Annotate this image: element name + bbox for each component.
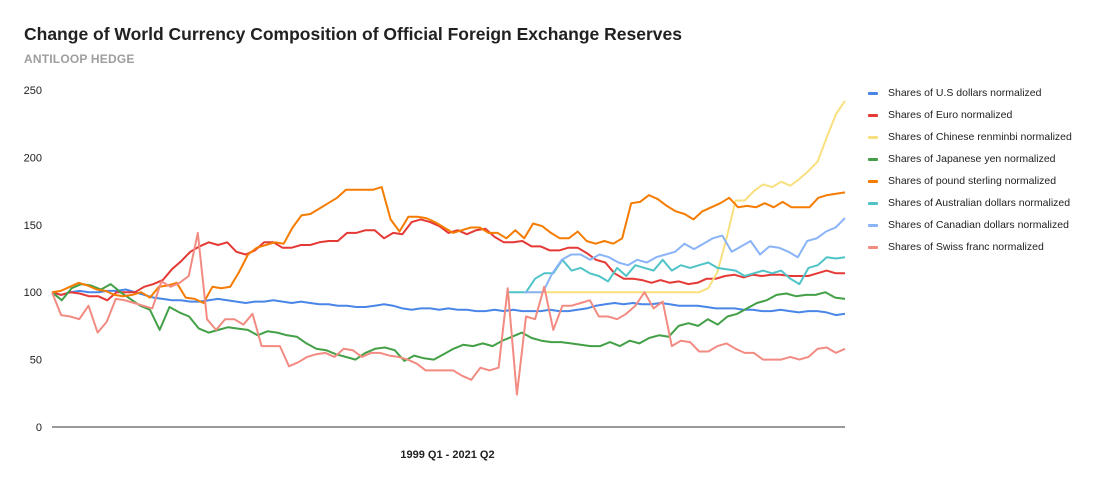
y-tick-label: 150: [24, 220, 42, 232]
legend-item: Shares of Swiss franc normalized: [868, 236, 1072, 258]
series-line-4: [51, 283, 846, 362]
legend-swatch: [868, 157, 878, 161]
series-line-8: [51, 231, 846, 396]
y-tick-label: 0: [36, 422, 42, 434]
chart-subtitle: ANTILOOP HEDGE: [24, 52, 135, 66]
legend-label: Shares of pound sterling normalized: [888, 175, 1057, 187]
legend-item: Shares of Japanese yen normalized: [868, 148, 1072, 170]
series-line-1: [51, 288, 846, 317]
legend-label: Shares of Euro normalized: [888, 109, 1013, 121]
legend-swatch: [868, 135, 878, 139]
line-chart: 0 50 100 150 200 250: [24, 85, 846, 434]
series-line-5: [51, 186, 846, 304]
x-axis-label: 1999 Q1 - 2021 Q2: [400, 449, 495, 461]
legend-swatch: [868, 201, 878, 205]
y-tick-label: 50: [30, 355, 42, 367]
legend-swatch: [868, 113, 878, 117]
series-line-2: [51, 218, 845, 302]
chart-title: Change of World Currency Composition of …: [24, 24, 682, 44]
legend-label: Shares of Chinese renminbi normalized: [888, 131, 1072, 143]
chart-legend: Shares of U.S dollars normalized Shares o…: [868, 82, 1072, 258]
y-tick-label: 200: [24, 152, 42, 164]
legend-swatch: [868, 91, 878, 95]
legend-swatch: [868, 223, 878, 227]
legend-swatch: [868, 245, 878, 249]
legend-label: Shares of Australian dollars normalized: [888, 197, 1071, 209]
series-line-3: [526, 100, 846, 294]
legend-swatch: [868, 179, 878, 183]
legend-item: Shares of Australian dollars normalized: [868, 192, 1072, 214]
y-tick-label: 250: [24, 85, 42, 97]
legend-label: Shares of Japanese yen normalized: [888, 153, 1056, 165]
legend-item: Shares of pound sterling normalized: [868, 170, 1072, 192]
legend-label: Shares of Canadian dollars normalized: [888, 219, 1069, 231]
y-tick-label: 100: [24, 287, 42, 299]
legend-label: Shares of Swiss franc normalized: [888, 241, 1044, 253]
legend-label: Shares of U.S dollars normalized: [888, 87, 1042, 99]
series-line-6: [507, 256, 846, 294]
legend-item: Shares of U.S dollars normalized: [868, 82, 1072, 104]
legend-item: Shares of Chinese renminbi normalized: [868, 126, 1072, 148]
legend-item: Shares of Canadian dollars normalized: [868, 214, 1072, 236]
legend-item: Shares of Euro normalized: [868, 104, 1072, 126]
series-line-7: [524, 217, 846, 294]
